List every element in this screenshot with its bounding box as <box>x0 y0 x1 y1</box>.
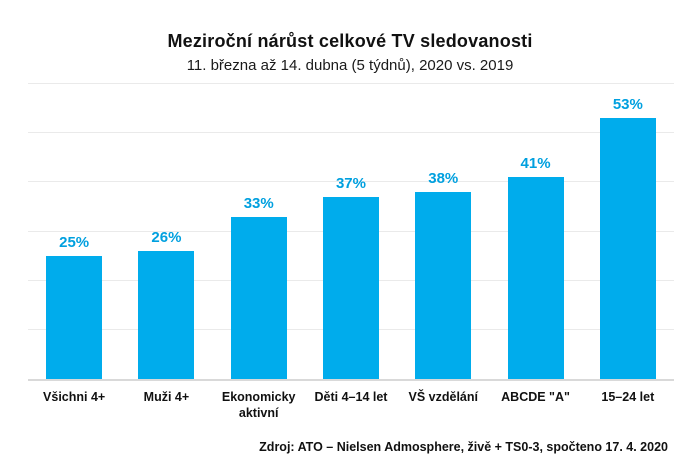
plot-area: 25% 26% 33% 37% 38% 41% 53% <box>28 83 674 381</box>
bar-value-label: 33% <box>243 194 274 212</box>
x-axis-label: VŠ vzdělání <box>408 390 478 404</box>
bar-value-label: 38% <box>428 170 459 188</box>
bar <box>46 256 103 379</box>
bar-slot: 25% <box>28 84 120 379</box>
bar-slot: 37% <box>305 84 397 379</box>
x-axis-label: ABCDE "A" <box>501 390 570 404</box>
bar-value-label: 25% <box>59 234 90 252</box>
x-axis-label: Muži 4+ <box>143 390 190 404</box>
bar-slot: 53% <box>582 84 674 379</box>
bar <box>599 118 656 379</box>
chart-title: Meziroční nárůst celkové TV sledovanosti <box>167 31 533 51</box>
source-note: Zdroj: ATO – Nielsen Admosphere, živě + … <box>259 440 668 454</box>
gridline-60 <box>28 83 674 84</box>
x-axis-labels: Všichni 4+ Muži 4+ Ekonomicky aktivní Děti … <box>28 389 674 421</box>
gridline-40 <box>28 181 674 183</box>
bar-slot: 33% <box>213 84 305 379</box>
bar-slot: 38% <box>397 84 489 379</box>
bar-value-label: 37% <box>335 175 366 193</box>
bar-slots: 25% 26% 33% 37% 38% 41% 53% <box>28 84 674 379</box>
x-axis-line <box>28 379 674 381</box>
bar <box>415 192 472 379</box>
gridline-50 <box>28 132 674 134</box>
bar-value-label: 26% <box>151 229 182 247</box>
x-axis-label: Děti 4–14 let <box>314 390 388 404</box>
bar-slot: 41% <box>489 84 581 379</box>
bar-value-label: 53% <box>612 96 643 114</box>
bar <box>230 216 287 379</box>
chart-subtitle: 11. března až 14. dubna (5 týdnů), 2020 … <box>186 57 514 74</box>
bar <box>138 251 195 379</box>
x-axis-label: Ekonomicky aktivní <box>221 390 296 420</box>
bar-value-label: 41% <box>520 155 551 173</box>
x-axis-label: Všichni 4+ <box>43 390 106 404</box>
bar <box>322 197 379 379</box>
bar-slot: 26% <box>120 84 212 379</box>
x-axis-label: 15–24 let <box>601 390 655 404</box>
bar <box>507 177 564 379</box>
